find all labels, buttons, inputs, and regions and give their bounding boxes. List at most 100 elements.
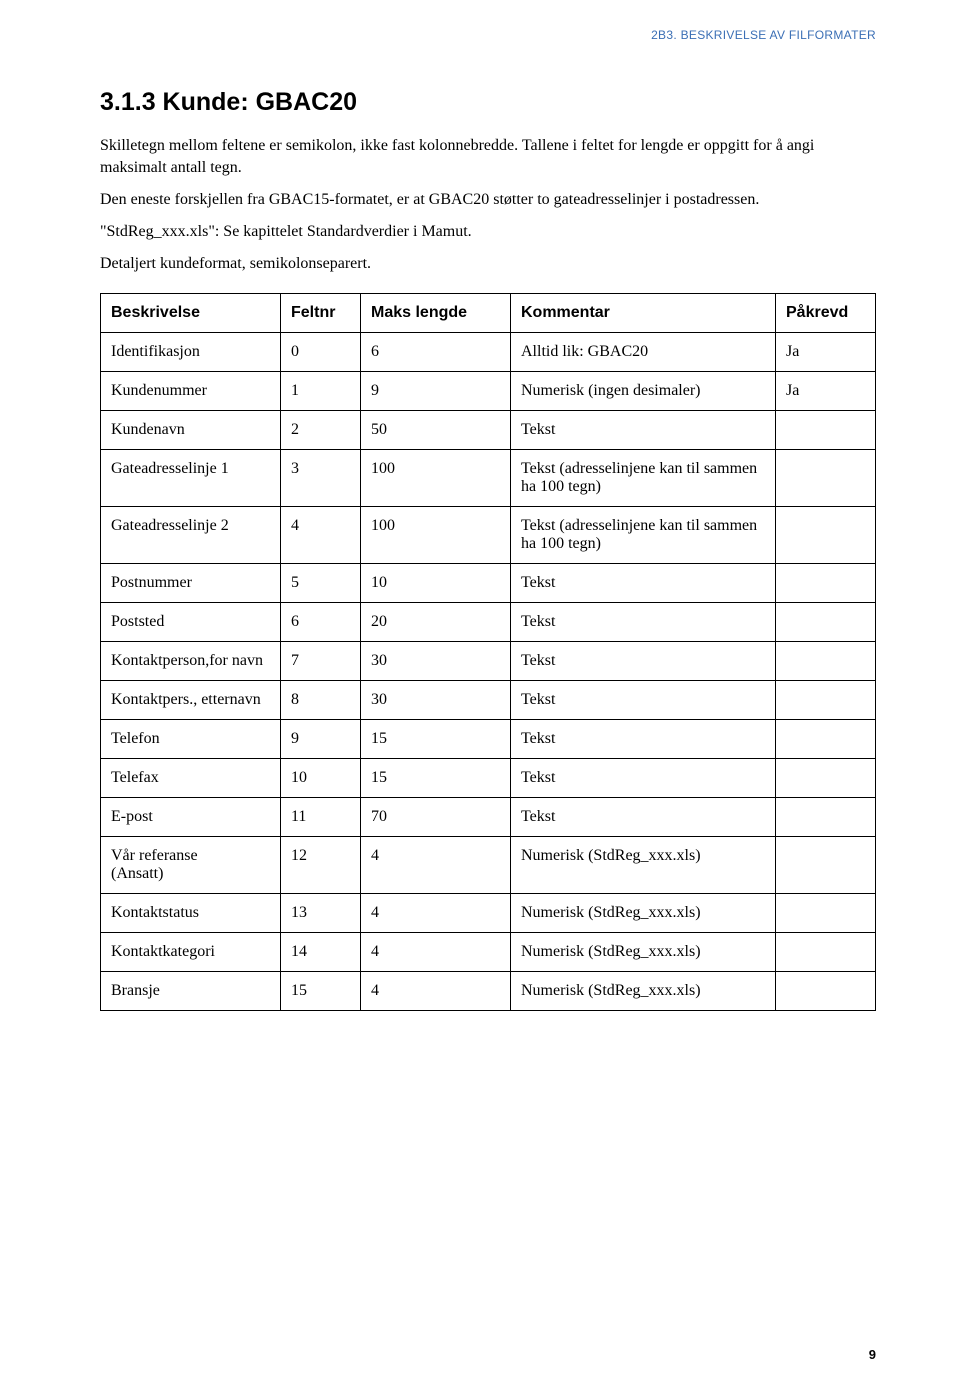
paragraph-2: Den eneste forskjellen fra GBAC15-format…	[100, 189, 876, 211]
cell-comment: Numerisk (StdReg_xxx.xls)	[511, 933, 776, 972]
cell-desc: Kontaktstatus	[101, 894, 281, 933]
col-header-beskrivelse: Beskrivelse	[101, 294, 281, 333]
cell-req	[776, 894, 876, 933]
cell-desc: Poststed	[101, 603, 281, 642]
cell-nr: 9	[281, 720, 361, 759]
paragraph-4: Detaljert kundeformat, semikolonseparert…	[100, 253, 876, 275]
table-row: Kundenavn 2 50 Tekst	[101, 411, 876, 450]
cell-len: 30	[361, 642, 511, 681]
cell-desc: Kontaktperson,for navn	[101, 642, 281, 681]
cell-req	[776, 798, 876, 837]
page: 2B3. BESKRIVELSE AV FILFORMATER 3.1.3 Ku…	[0, 0, 960, 1384]
cell-req	[776, 450, 876, 507]
cell-len: 4	[361, 894, 511, 933]
cell-nr: 14	[281, 933, 361, 972]
cell-len: 30	[361, 681, 511, 720]
table-header-row: Beskrivelse Feltnr Maks lengde Kommentar…	[101, 294, 876, 333]
col-header-pakrevd: Påkrevd	[776, 294, 876, 333]
cell-nr: 2	[281, 411, 361, 450]
cell-len: 50	[361, 411, 511, 450]
cell-desc: Telefon	[101, 720, 281, 759]
cell-req	[776, 720, 876, 759]
cell-comment: Tekst	[511, 720, 776, 759]
running-head: 2B3. BESKRIVELSE AV FILFORMATER	[100, 28, 876, 42]
cell-nr: 1	[281, 372, 361, 411]
cell-comment: Numerisk (StdReg_xxx.xls)	[511, 894, 776, 933]
cell-comment: Tekst	[511, 798, 776, 837]
table-row: Postnummer 5 10 Tekst	[101, 564, 876, 603]
col-header-makslengde: Maks lengde	[361, 294, 511, 333]
cell-desc: Identifikasjon	[101, 333, 281, 372]
cell-nr: 8	[281, 681, 361, 720]
table-row: Identifikasjon 0 6 Alltid lik: GBAC20 Ja	[101, 333, 876, 372]
section-title: 3.1.3 Kunde: GBAC20	[100, 88, 876, 117]
cell-len: 100	[361, 507, 511, 564]
table-row: Kundenummer 1 9 Numerisk (ingen desimale…	[101, 372, 876, 411]
cell-len: 20	[361, 603, 511, 642]
table-row: Vår referanse(Ansatt) 12 4 Numerisk (Std…	[101, 837, 876, 894]
cell-comment: Numerisk (StdReg_xxx.xls)	[511, 837, 776, 894]
cell-len: 9	[361, 372, 511, 411]
cell-comment: Tekst	[511, 681, 776, 720]
cell-desc: Kontaktpers., etternavn	[101, 681, 281, 720]
table-container: Beskrivelse Feltnr Maks lengde Kommentar…	[100, 293, 876, 1011]
cell-comment: Tekst	[511, 642, 776, 681]
cell-comment: Tekst	[511, 759, 776, 798]
cell-nr: 4	[281, 507, 361, 564]
table-row: Kontaktstatus 13 4 Numerisk (StdReg_xxx.…	[101, 894, 876, 933]
cell-len: 70	[361, 798, 511, 837]
cell-desc: Kontaktkategori	[101, 933, 281, 972]
cell-req: Ja	[776, 333, 876, 372]
cell-len: 4	[361, 837, 511, 894]
cell-comment: Numerisk (ingen desimaler)	[511, 372, 776, 411]
cell-req	[776, 603, 876, 642]
table-row: Telefax 10 15 Tekst	[101, 759, 876, 798]
cell-nr: 6	[281, 603, 361, 642]
cell-req	[776, 564, 876, 603]
cell-comment: Numerisk (StdReg_xxx.xls)	[511, 972, 776, 1011]
cell-nr: 0	[281, 333, 361, 372]
cell-len: 10	[361, 564, 511, 603]
table-row: Poststed 6 20 Tekst	[101, 603, 876, 642]
cell-desc: Postnummer	[101, 564, 281, 603]
cell-len: 6	[361, 333, 511, 372]
table-body: Identifikasjon 0 6 Alltid lik: GBAC20 Ja…	[101, 333, 876, 1011]
cell-comment: Alltid lik: GBAC20	[511, 333, 776, 372]
table-row: Kontaktperson,for navn 7 30 Tekst	[101, 642, 876, 681]
cell-desc: Gateadresselinje 2	[101, 507, 281, 564]
cell-desc: Gateadresselinje 1	[101, 450, 281, 507]
cell-req	[776, 681, 876, 720]
cell-len: 100	[361, 450, 511, 507]
page-number: 9	[869, 1347, 876, 1362]
cell-nr: 7	[281, 642, 361, 681]
cell-req	[776, 411, 876, 450]
table-row: Kontaktkategori 14 4 Numerisk (StdReg_xx…	[101, 933, 876, 972]
cell-desc: E-post	[101, 798, 281, 837]
paragraph-3: "StdReg_xxx.xls": Se kapittelet Standard…	[100, 221, 876, 243]
table-row: E-post 11 70 Tekst	[101, 798, 876, 837]
cell-comment: Tekst	[511, 411, 776, 450]
cell-desc: Bransje	[101, 972, 281, 1011]
cell-req: Ja	[776, 372, 876, 411]
cell-len: 15	[361, 759, 511, 798]
cell-nr: 13	[281, 894, 361, 933]
cell-desc: Vår referanse(Ansatt)	[101, 837, 281, 894]
cell-desc: Telefax	[101, 759, 281, 798]
fields-table: Beskrivelse Feltnr Maks lengde Kommentar…	[100, 293, 876, 1011]
col-header-feltnr: Feltnr	[281, 294, 361, 333]
cell-req	[776, 507, 876, 564]
cell-nr: 5	[281, 564, 361, 603]
cell-req	[776, 933, 876, 972]
cell-req	[776, 642, 876, 681]
cell-comment: Tekst	[511, 564, 776, 603]
cell-req	[776, 972, 876, 1011]
cell-desc: Kundenavn	[101, 411, 281, 450]
table-row: Bransje 15 4 Numerisk (StdReg_xxx.xls)	[101, 972, 876, 1011]
cell-comment: Tekst (adresselinjene kan til sammen ha …	[511, 507, 776, 564]
cell-req	[776, 759, 876, 798]
cell-len: 15	[361, 720, 511, 759]
cell-len: 4	[361, 933, 511, 972]
cell-len: 4	[361, 972, 511, 1011]
table-row: Kontaktpers., etternavn 8 30 Tekst	[101, 681, 876, 720]
cell-nr: 15	[281, 972, 361, 1011]
